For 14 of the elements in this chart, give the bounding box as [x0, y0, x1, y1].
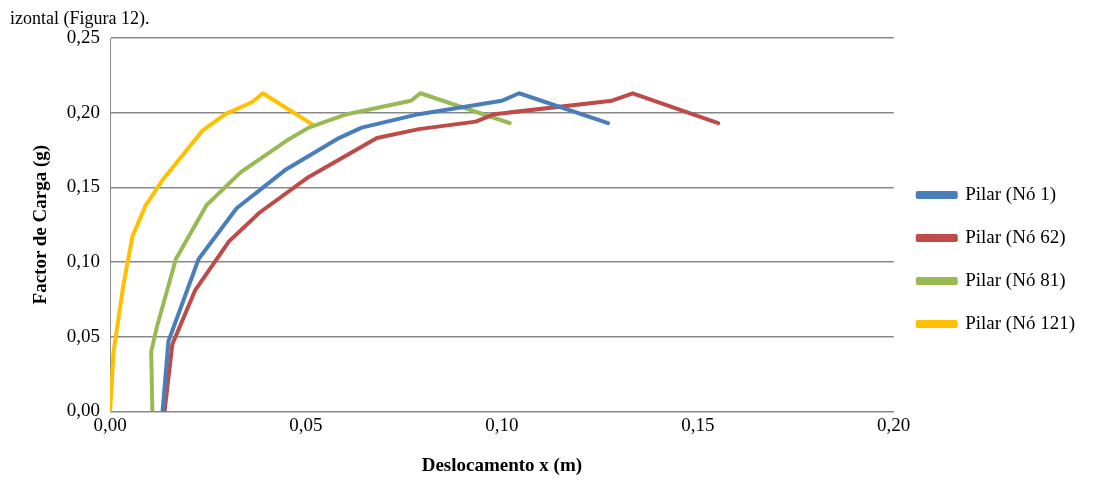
y-tick-label: 0,10 — [66, 250, 101, 272]
y-tick-label: 0,15 — [66, 175, 101, 197]
y-tick-label: 0,05 — [66, 324, 101, 346]
legend-label: Pilar (Nó 62) — [965, 225, 1066, 248]
legend-label: Pilar (Nó 121) — [965, 311, 1076, 334]
legend-label: Pilar (Nó 1) — [965, 182, 1057, 205]
y-tick-label: 0,20 — [66, 100, 101, 122]
x-tick-label: 0,20 — [877, 413, 911, 435]
x-tick-label: 0,10 — [485, 413, 519, 435]
legend-label: Pilar (Nó 81) — [965, 268, 1066, 291]
x-axis-title: Deslocamento x (m) — [421, 453, 583, 476]
x-tick-label: 0,15 — [681, 413, 715, 435]
y-axis-title: Factor de Carga (g) — [29, 144, 52, 305]
x-tick-label: 0,05 — [289, 413, 323, 435]
